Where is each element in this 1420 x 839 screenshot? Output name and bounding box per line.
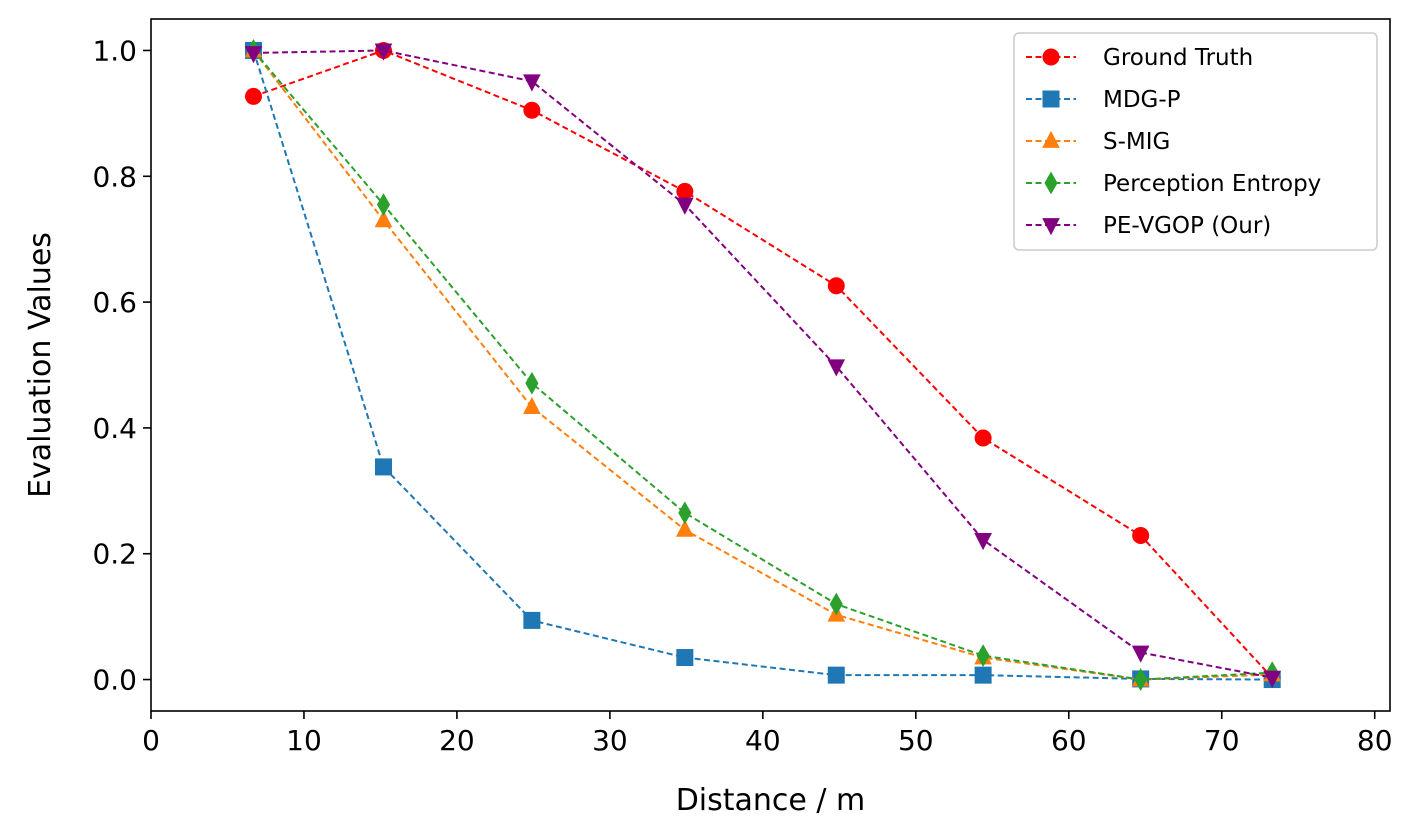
data-point-perception-entropy [525,371,539,395]
y-tick-label: 0.0 [92,664,137,697]
data-point-perception-entropy [1134,668,1148,691]
y-tick-label: 0.8 [92,160,137,193]
data-point-pe-vgop-our [244,46,263,64]
data-point-pe-vgop-our [1131,645,1150,663]
data-point-perception-entropy [829,592,843,616]
data-point-pe-vgop-our [523,74,541,92]
legend-marker-pe-vgop-our [1042,218,1060,236]
data-point-perception-entropy [376,193,391,216]
legend-label-s-mig: S-MIG [1103,129,1170,155]
y-tick-label: 0.4 [92,412,137,445]
series-line-mdg-p [252,50,1273,681]
legend-marker-perception-entropy [1044,171,1058,195]
data-point-ground-truth [676,182,694,200]
legend-items: Ground Truth MDG-P S-MIG Perception Entropy… [1026,45,1321,239]
y-axis-label: Evaluation Values [23,232,58,498]
data-point-mdg-p [974,666,992,684]
legend-item-pe-vgop-our: PE-VGOP (Our) [1026,213,1271,239]
y-tick-label: 0.2 [92,538,137,571]
x-tick-label: 10 [286,724,322,757]
legend: Ground Truth MDG-P S-MIG Perception Entropy… [1013,32,1378,251]
legend-label-pe-vgop-our: PE-VGOP (Our) [1103,213,1271,239]
data-point-s-mig [523,396,541,415]
x-tick-label: 40 [745,724,781,757]
x-tick-label: 20 [439,724,475,757]
x-tick-label: 60 [1051,724,1087,757]
legend-label-ground-truth: Ground Truth [1103,45,1253,71]
legend-item-perception-entropy: Perception Entropy [1026,171,1321,197]
legend-item-ground-truth: Ground Truth [1026,45,1253,71]
data-point-ground-truth [1132,526,1150,544]
legend-item-mdg-p: MDG-P [1026,87,1181,113]
data-point-mdg-p [676,649,694,667]
y-tick-label: 1.0 [92,34,137,67]
data-point-mdg-p [827,666,845,684]
data-point-perception-entropy [976,644,990,668]
data-point-ground-truth [523,101,541,119]
data-point-ground-truth [827,277,845,295]
x-axis-ticks: 0 10 20 30 40 50 60 70 80 [142,711,1393,757]
data-point-mdg-p [375,458,393,476]
series-line-perception-entropy [252,49,1273,681]
y-tick-label: 0.6 [92,286,137,319]
legend-marker-s-mig [1042,130,1060,148]
legend-box [1013,32,1378,251]
legend-label-mdg-p: MDG-P [1103,87,1181,113]
legend-marker-mdg-p [1042,90,1060,108]
x-tick-label: 30 [592,724,628,757]
series-line-pe-vgop-our [253,49,1273,679]
series-line-s-mig [252,49,1273,681]
legend-label-perception-entropy: Perception Entropy [1103,171,1321,197]
data-point-ground-truth [974,429,992,447]
plot-content [244,39,1282,691]
data-point-pe-vgop-our [374,43,393,61]
x-tick-label: 70 [1204,724,1240,757]
data-point-mdg-p [523,611,541,629]
data-point-pe-vgop-our [1263,670,1282,688]
x-axis-label: Distance / m [676,783,866,818]
data-point-pe-vgop-our [974,532,992,551]
series-pe-vgop-our [244,43,1282,688]
data-point-s-mig [676,519,694,537]
legend-marker-ground-truth [1042,48,1060,66]
data-point-s-mig [374,210,393,228]
data-point-ground-truth [244,87,262,105]
series-line-ground-truth [253,49,1273,679]
legend-item-s-mig: S-MIG [1026,129,1170,155]
x-tick-label: 50 [898,724,934,757]
x-tick-label: 80 [1357,724,1393,757]
data-point-pe-vgop-our [676,197,694,215]
plot-frame [150,18,1391,712]
data-point-pe-vgop-our [827,359,846,377]
data-point-perception-entropy [678,501,692,525]
x-tick-label: 0 [142,724,160,757]
y-axis-ticks: 0.0 0.2 0.4 0.6 0.8 1.0 [92,34,151,697]
